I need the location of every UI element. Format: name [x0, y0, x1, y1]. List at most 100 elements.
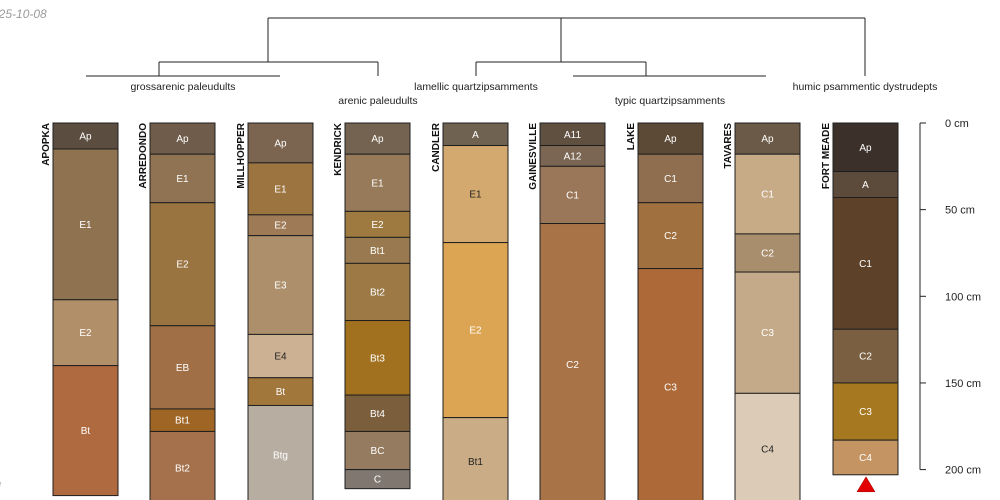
horizon-bt — [247, 377, 314, 406]
horizon-e2 — [344, 210, 411, 238]
depth-tick-label: 200 cm — [945, 465, 981, 477]
depth-tick-label: 0 cm — [945, 118, 969, 130]
horizon-label: E2 — [469, 326, 482, 337]
profile-name: LAKE — [626, 123, 637, 151]
horizon-e2 — [52, 299, 119, 367]
profile-apopka: Ap E1 E2 Bt APOPKA — [41, 122, 119, 497]
horizon-label: E2 — [79, 328, 92, 339]
profile-name: FORT MEADE — [821, 123, 832, 189]
horizon-label: Ap — [859, 143, 872, 154]
horizon-label: Ap — [761, 134, 774, 145]
horizon-e4 — [247, 333, 314, 379]
horizon-label: Ap — [176, 134, 189, 145]
profiles-group: Ap E1 E2 Bt APOPKA Ap E1 E2 EB Bt1 Bt2 ARREDONDO Ap E… — [41, 122, 899, 500]
horizon-label: E1 — [274, 184, 287, 195]
horizon-label: Bt2 — [370, 287, 385, 298]
horizon-label: E3 — [274, 281, 287, 292]
horizon-label: E2 — [176, 260, 189, 271]
horizon-bt3 — [344, 320, 411, 396]
profile-name: ARREDONDO — [138, 123, 149, 189]
profile-millhopper: Ap E1 E2 E3 E4 Bt Btg MILLHOPPER — [236, 122, 314, 500]
depth-tick-label: 150 cm — [945, 378, 981, 390]
horizon-bt2 — [344, 262, 411, 322]
horizon-label: Bt4 — [370, 409, 385, 420]
horizon-a — [832, 171, 899, 199]
horizon-label: E1 — [469, 190, 482, 201]
horizon-bt — [52, 365, 119, 497]
horizon-label: Ap — [664, 134, 677, 145]
profile-arredondo: Ap E1 E2 EB Bt1 Bt2 ARREDONDO — [138, 122, 216, 500]
horizon-label: Bt1 — [175, 416, 190, 427]
horizon-label: C1 — [566, 190, 579, 201]
horizon-label: C2 — [761, 248, 774, 259]
horizon-label: A — [862, 180, 869, 191]
horizon-label: C3 — [761, 328, 774, 339]
horizon-label: C1 — [859, 259, 872, 270]
horizon-label: C3 — [664, 382, 677, 393]
horizon-label: Bt — [276, 387, 286, 398]
horizon-bt1 — [344, 236, 411, 264]
taxon-label: humic psammentic dystrudepts — [793, 81, 938, 93]
horizon-e1 — [52, 148, 119, 301]
horizon-label: E2 — [274, 221, 287, 232]
horizon-label: C2 — [566, 360, 579, 371]
horizon-bt1 — [442, 417, 509, 500]
horizon-label: C1 — [664, 174, 677, 185]
horizon-label: C4 — [859, 453, 872, 464]
horizon-label: A12 — [564, 151, 582, 162]
horizon-bt4 — [344, 394, 411, 432]
horizon-label: Ap — [274, 138, 287, 149]
horizon-label: A — [472, 130, 479, 141]
horizon-ap — [637, 122, 704, 155]
horizon-e1 — [344, 153, 411, 212]
depth-axis: 0 cm 50 cm 100 cm 150 cm 200 cm — [919, 118, 981, 477]
horizon-c1 — [832, 197, 899, 330]
profile-kendrick: Ap E1 E2 Bt1 Bt2 Bt3 Bt4 BC C KENDRICK — [333, 122, 411, 490]
horizon-label: C4 — [761, 445, 774, 456]
horizon-c2 — [734, 233, 801, 273]
profile-name: TAVARES — [723, 123, 734, 169]
horizon-label: Bt3 — [370, 353, 385, 364]
profile-name: APOPKA — [41, 123, 52, 166]
horizon-ap — [832, 122, 899, 173]
taxon-label: arenic paleudults — [338, 95, 417, 107]
horizon-label: Bt2 — [175, 464, 190, 475]
corner-mark: l — [0, 480, 1, 494]
horizon-bc — [344, 430, 411, 471]
horizon-label: C1 — [761, 190, 774, 201]
horizon-label: E1 — [371, 178, 384, 189]
horizon-eb — [149, 325, 216, 410]
profile-tavares: Ap C1 C2 C3 C4 TAVARES — [723, 122, 801, 500]
profile-lake: Ap C1 C2 C3 LAKE — [626, 122, 704, 500]
horizon-c — [344, 469, 411, 490]
horizon-label: Btg — [273, 451, 288, 462]
horizon-e2 — [442, 242, 509, 419]
horizon-label: C2 — [664, 231, 677, 242]
horizon-label: A11 — [564, 130, 581, 141]
horizon-label: BC — [371, 446, 385, 457]
horizon-label: Ap — [371, 134, 384, 145]
horizon-btg — [247, 404, 314, 500]
profile-fort-meade: Ap A C1 C2 C3 C4 FORT MEADE — [821, 122, 899, 493]
horizon-c4 — [734, 392, 801, 500]
horizon-label: E4 — [274, 352, 287, 363]
horizon-label: E1 — [79, 220, 92, 231]
taxonomy-dendrogram: grossarenic paleudults arenic paleudults l… — [86, 17, 938, 107]
profile-candler: A E1 E2 Bt1 CANDLER — [431, 122, 509, 500]
horizon-ap — [734, 122, 801, 155]
horizon-e3 — [247, 235, 314, 335]
horizon-label: C — [374, 475, 381, 486]
horizon-label: E2 — [371, 220, 384, 231]
bottom-marker — [856, 476, 876, 493]
horizon-c3 — [734, 271, 801, 394]
profile-name: CANDLER — [431, 122, 442, 172]
horizon-label: E1 — [176, 174, 189, 185]
horizon-ap — [344, 122, 411, 155]
profile-gainesville: A11 A12 C1 C2 GAINESVILLE — [528, 122, 606, 500]
horizon-ap — [149, 122, 216, 155]
taxon-label: lamellic quartzipsamments — [414, 81, 538, 93]
horizon-bt2 — [149, 430, 216, 500]
date-stamp: 025-10-08 — [0, 7, 47, 21]
horizon-label: Bt1 — [468, 457, 483, 468]
